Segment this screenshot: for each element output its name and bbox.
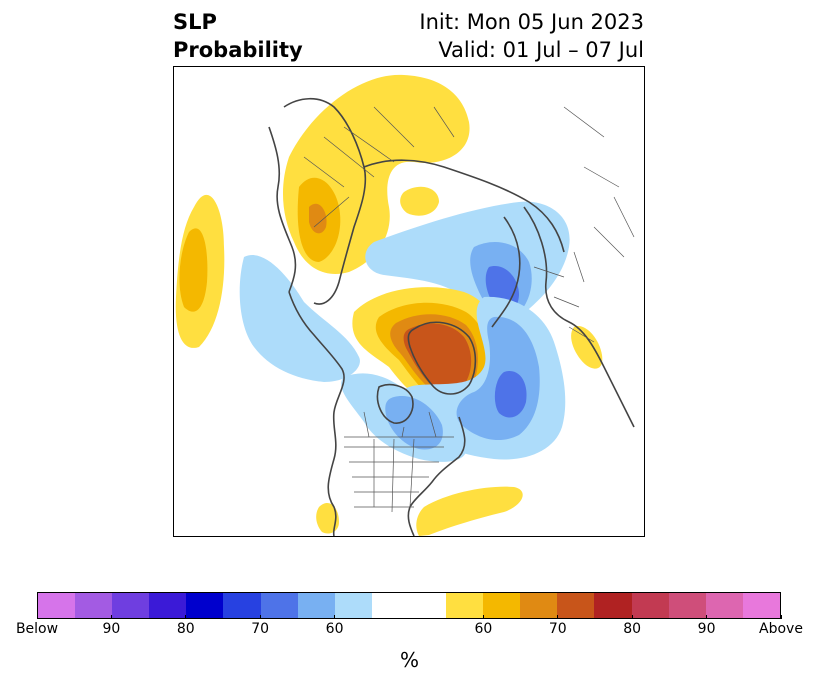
colorbar-swatch <box>149 593 187 618</box>
colorbar-tick-label: 80 <box>156 615 216 639</box>
title-line-1: SLP <box>173 10 217 34</box>
colorbar-swatch <box>408 593 447 618</box>
coast-scandinavia <box>491 216 521 328</box>
colorbar-tick-label: 90 <box>677 615 737 639</box>
probability-map <box>173 66 645 537</box>
colorbar-tick-label: Below <box>7 615 67 639</box>
region-wpac-above-strong <box>179 228 208 312</box>
colorbar-swatch <box>520 593 558 618</box>
region-greenland-above-rust <box>403 323 472 392</box>
figure-dates: Init: Mon 05 Jun 2023 Valid: 01 Jul – 07… <box>419 8 644 64</box>
colorbar-swatch <box>75 593 113 618</box>
coast-na-west <box>288 291 345 536</box>
map-svg <box>175 74 635 536</box>
colorbar-swatch <box>112 593 150 618</box>
coast-arctic-russia <box>363 159 565 253</box>
shading-layer <box>175 74 603 536</box>
colorbar-tick-label: 60 <box>305 615 365 639</box>
figure-title: SLP Probability <box>173 8 303 64</box>
colorbar-tick-label: 60 <box>453 615 513 639</box>
region-arctic-above <box>400 186 439 216</box>
colorbar-swatch <box>483 593 521 618</box>
colorbar-swatch <box>223 593 261 618</box>
colorbar-swatch <box>557 593 595 618</box>
region-siberia-above-orange <box>309 203 327 234</box>
borders-russia <box>303 106 455 228</box>
init-date: Init: Mon 05 Jun 2023 <box>419 10 644 34</box>
valid-range: Valid: 01 Jul – 07 Jul <box>438 38 644 62</box>
title-line-2: Probability <box>173 38 303 62</box>
colorbar-swatch <box>446 593 484 618</box>
region-pacific-below <box>239 255 360 382</box>
colorbar-tick-label: 70 <box>528 615 588 639</box>
region-subtropics-above <box>416 486 523 536</box>
colorbar-swatch <box>705 593 743 618</box>
coastline-layer <box>268 97 635 536</box>
borders-europe <box>533 106 635 343</box>
colorbar-tick-label: 90 <box>81 615 141 639</box>
coast-east-asia <box>268 126 297 293</box>
borders-us-states <box>344 438 444 513</box>
colorbar-swatch <box>594 593 632 618</box>
border-layer <box>303 106 635 513</box>
colorbar-tick-label: 70 <box>230 615 290 639</box>
coast-greenland <box>407 321 477 395</box>
region-atlantic-below-strong <box>494 371 527 418</box>
region-east-europe-above <box>571 326 603 369</box>
colorbar-swatch <box>668 593 706 618</box>
coast-hudson-bay <box>376 383 414 424</box>
region-baja-above <box>316 502 339 534</box>
colorbar-swatch <box>371 593 409 618</box>
colorbar-swatch <box>742 593 780 618</box>
probability-colorbar <box>37 592 781 619</box>
colorbar-swatch <box>631 593 669 618</box>
colorbar-swatch <box>260 593 298 618</box>
coast-siberia <box>283 97 367 305</box>
colorbar-swatch <box>297 593 335 618</box>
colorbar-tick-label: 80 <box>602 615 662 639</box>
colorbar-unit-label: % <box>399 648 419 672</box>
colorbar-ticks: Below 90 80 70 60 60 70 80 90 Above <box>16 615 803 639</box>
coast-europe <box>523 206 635 428</box>
colorbar-swatch <box>186 593 224 618</box>
colorbar-swatch <box>38 593 76 618</box>
colorbar-swatch <box>334 593 372 618</box>
region-canada-below-mid <box>385 396 443 450</box>
coast-na-east <box>407 416 466 536</box>
colorbar-tick-label: Above <box>751 615 811 639</box>
borders-canada <box>344 411 454 438</box>
